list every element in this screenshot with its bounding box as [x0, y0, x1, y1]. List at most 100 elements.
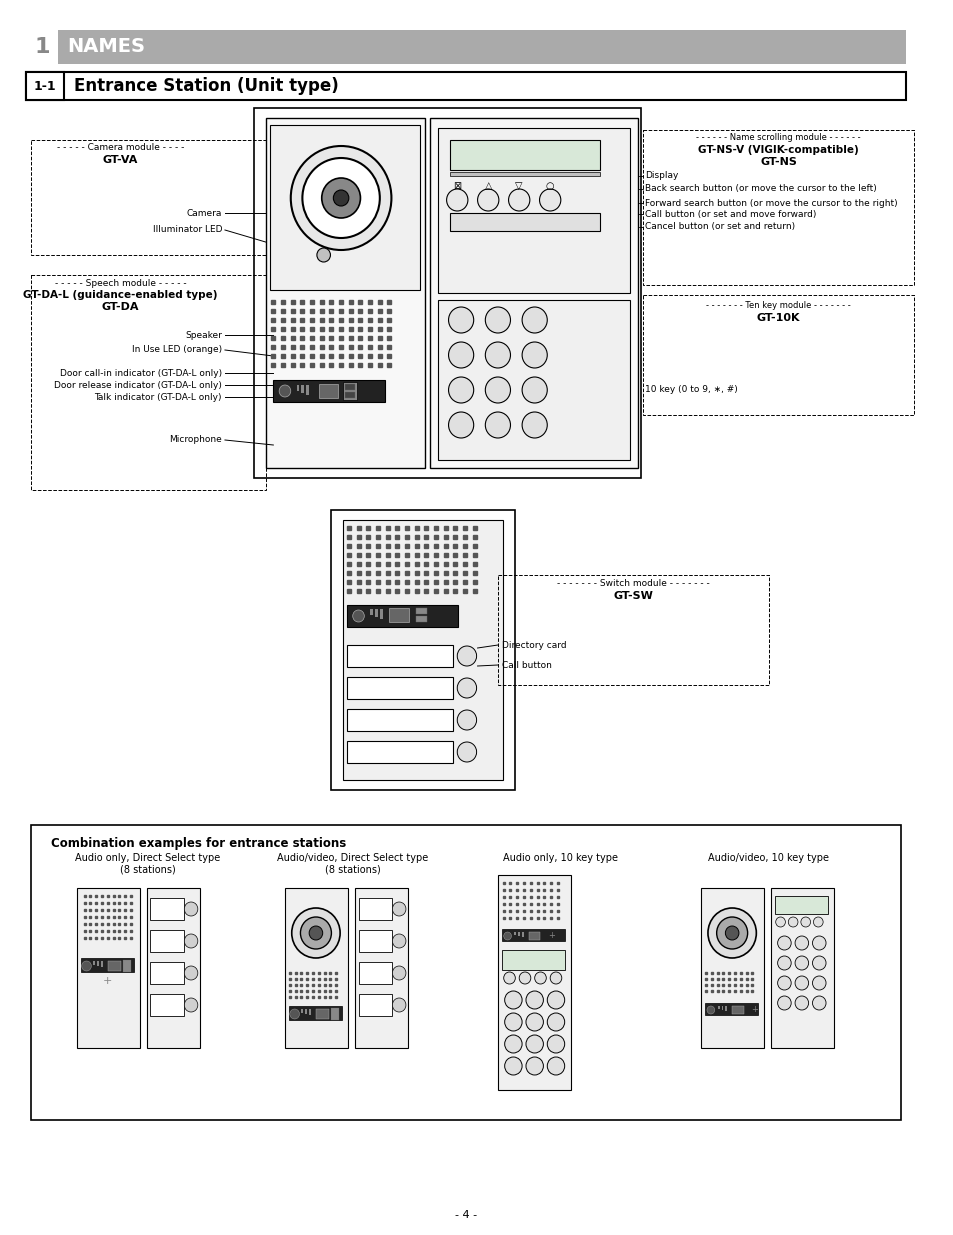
Bar	[358, 994, 392, 1016]
Text: Microphone: Microphone	[169, 436, 222, 445]
Bar	[301, 1009, 303, 1013]
Text: - - - - - Speech module - - - - -: - - - - - Speech module - - - - -	[54, 279, 186, 288]
Text: +: +	[103, 976, 112, 986]
Text: +: +	[750, 1004, 757, 1014]
Bar	[528, 932, 540, 940]
Circle shape	[184, 934, 197, 948]
Bar	[270, 125, 420, 290]
Text: +: +	[547, 930, 554, 940]
Circle shape	[503, 972, 515, 984]
Bar	[285, 888, 348, 1049]
Circle shape	[300, 918, 331, 948]
Bar	[717, 1007, 719, 1009]
Circle shape	[800, 918, 810, 927]
Bar	[449, 212, 598, 231]
Circle shape	[456, 678, 476, 698]
Bar	[151, 962, 184, 984]
Text: GT-10K: GT-10K	[756, 312, 800, 324]
Circle shape	[787, 918, 797, 927]
Text: Door call-in indicator (GT-DA-L only): Door call-in indicator (GT-DA-L only)	[60, 368, 222, 378]
Bar	[151, 898, 184, 920]
Text: ▽: ▽	[515, 182, 522, 191]
Bar	[147, 888, 199, 1049]
Text: GT-VA: GT-VA	[103, 156, 138, 165]
Circle shape	[485, 342, 510, 368]
Circle shape	[504, 1035, 521, 1053]
Bar	[379, 609, 382, 619]
Bar	[305, 1009, 307, 1014]
Circle shape	[525, 990, 543, 1009]
Bar	[642, 295, 913, 415]
Circle shape	[724, 926, 739, 940]
Circle shape	[550, 972, 561, 984]
Circle shape	[321, 178, 360, 219]
Bar	[343, 520, 502, 781]
Text: Directory card: Directory card	[501, 641, 566, 650]
Circle shape	[706, 1007, 714, 1014]
Circle shape	[504, 1013, 521, 1031]
Circle shape	[82, 961, 91, 971]
Bar	[501, 929, 564, 941]
Circle shape	[279, 385, 291, 396]
Circle shape	[521, 342, 547, 368]
Bar	[497, 576, 768, 685]
Text: Display: Display	[644, 172, 678, 180]
Bar	[497, 876, 570, 1091]
Circle shape	[521, 377, 547, 403]
Bar	[345, 384, 355, 390]
Circle shape	[485, 412, 510, 438]
Circle shape	[812, 956, 825, 969]
Bar	[306, 385, 309, 395]
Bar	[253, 107, 640, 478]
Bar	[123, 960, 131, 972]
Text: Audio only, Direct Select type: Audio only, Direct Select type	[74, 853, 220, 863]
Text: Combination examples for entrance stations: Combination examples for entrance statio…	[51, 836, 346, 850]
Bar	[26, 72, 905, 100]
Text: GT-NS: GT-NS	[760, 157, 796, 167]
Bar	[774, 897, 827, 914]
Circle shape	[777, 976, 790, 990]
Bar	[77, 888, 140, 1049]
Bar	[97, 961, 99, 966]
Bar	[347, 741, 453, 763]
Circle shape	[448, 412, 474, 438]
Text: Audio only, 10 key type: Audio only, 10 key type	[503, 853, 618, 863]
Circle shape	[508, 189, 529, 211]
Bar	[31, 275, 265, 490]
Bar	[437, 300, 629, 459]
Bar	[26, 30, 905, 64]
Bar	[347, 677, 453, 699]
Bar	[309, 1009, 311, 1015]
Circle shape	[184, 966, 197, 981]
Circle shape	[812, 976, 825, 990]
Bar	[81, 958, 133, 972]
Text: - - - - - - - Ten key module - - - - - - -: - - - - - - - Ten key module - - - - - -…	[705, 300, 850, 310]
Text: Forward search button (or move the cursor to the right): Forward search button (or move the curso…	[644, 199, 897, 207]
Text: △: △	[484, 182, 492, 191]
Bar	[642, 130, 913, 285]
Circle shape	[521, 308, 547, 333]
Text: GT-DA-L (guidance-enabled type): GT-DA-L (guidance-enabled type)	[23, 290, 217, 300]
Bar	[449, 140, 598, 170]
Circle shape	[456, 742, 476, 762]
Circle shape	[353, 610, 364, 622]
Circle shape	[539, 189, 560, 211]
Bar	[274, 380, 384, 403]
Circle shape	[448, 377, 474, 403]
Circle shape	[504, 990, 521, 1009]
Circle shape	[290, 1009, 299, 1019]
Text: In Use LED (orange): In Use LED (orange)	[132, 346, 222, 354]
Bar	[416, 616, 427, 622]
Bar	[358, 930, 392, 952]
Circle shape	[521, 412, 547, 438]
Circle shape	[794, 956, 808, 969]
Text: Cancel button (or set and return): Cancel button (or set and return)	[644, 222, 794, 231]
Circle shape	[716, 918, 747, 948]
Circle shape	[485, 377, 510, 403]
Bar	[375, 609, 377, 618]
Circle shape	[707, 908, 756, 958]
Circle shape	[485, 308, 510, 333]
Text: Camera: Camera	[187, 209, 222, 217]
Circle shape	[525, 1013, 543, 1031]
Text: Audio/video, Direct Select type: Audio/video, Direct Select type	[276, 853, 428, 863]
